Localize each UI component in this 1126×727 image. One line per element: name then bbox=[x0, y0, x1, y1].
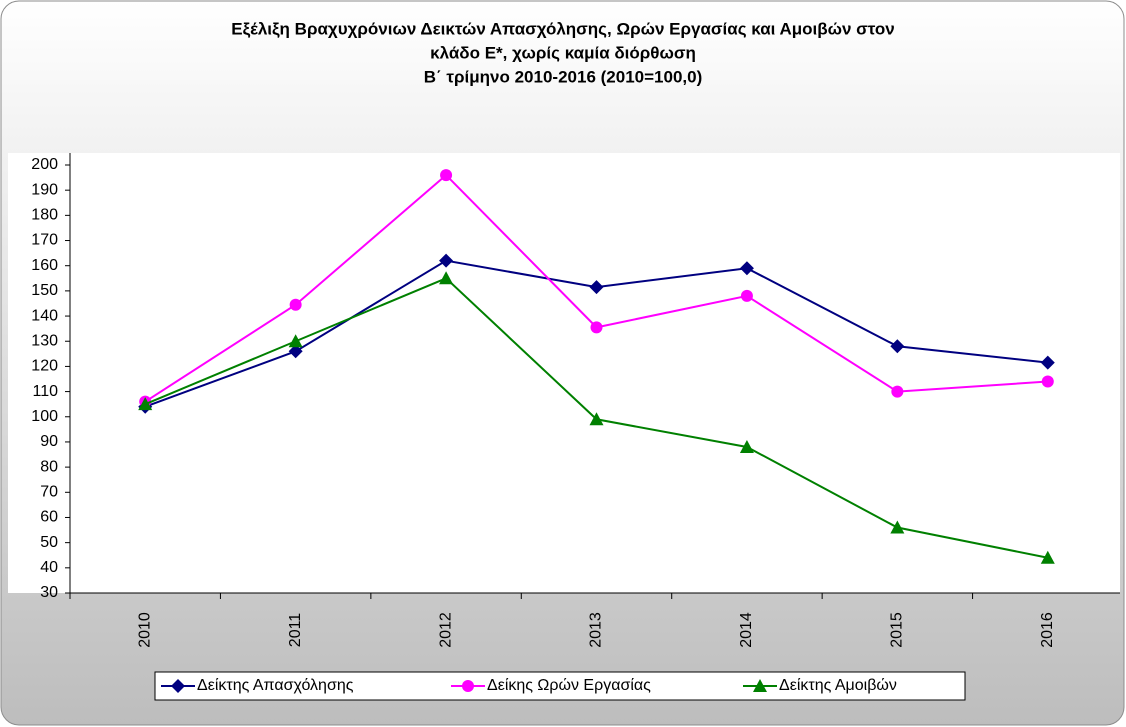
y-tick-label: 120 bbox=[31, 358, 58, 375]
marker bbox=[753, 679, 767, 692]
y-tick-label: 50 bbox=[40, 534, 58, 551]
y-tick-label: 130 bbox=[31, 332, 58, 349]
marker bbox=[589, 280, 604, 295]
marker bbox=[439, 271, 454, 285]
x-tick-label: 2011 bbox=[287, 613, 304, 648]
chart-title: Β΄ τρίμηνο 2010-2016 (2010=100,0) bbox=[424, 67, 702, 86]
y-tick-label: 80 bbox=[40, 458, 58, 475]
chart-title: κλάδο Ε*, χωρίς καμία διόρθωση bbox=[430, 43, 696, 62]
y-tick-label: 90 bbox=[40, 433, 58, 450]
y-tick-label: 180 bbox=[31, 207, 58, 224]
y-tick-label: 150 bbox=[31, 282, 58, 299]
marker bbox=[891, 385, 904, 398]
x-tick-label: 2013 bbox=[588, 612, 605, 648]
marker bbox=[289, 298, 302, 311]
y-tick-label: 70 bbox=[40, 484, 58, 501]
marker bbox=[462, 680, 474, 692]
y-tick-label: 110 bbox=[32, 383, 58, 400]
y-tick-label: 100 bbox=[31, 408, 58, 425]
y-tick-label: 190 bbox=[31, 181, 58, 198]
marker bbox=[1041, 375, 1054, 388]
marker bbox=[171, 679, 185, 693]
legend-label: Δείκτης Απασχόλησης bbox=[197, 677, 354, 694]
marker bbox=[890, 339, 905, 354]
x-tick-label: 2010 bbox=[136, 612, 153, 648]
x-tick-label: 2012 bbox=[437, 612, 454, 648]
y-tick-label: 170 bbox=[31, 232, 58, 249]
y-tick-label: 60 bbox=[40, 509, 58, 526]
marker bbox=[440, 169, 453, 182]
marker bbox=[288, 344, 303, 359]
x-tick-label: 2014 bbox=[738, 612, 755, 648]
x-tick-label: 2016 bbox=[1039, 612, 1056, 648]
y-tick-label: 160 bbox=[31, 257, 58, 274]
legend-label: Δείκτης Αμοιβών bbox=[779, 677, 897, 694]
marker bbox=[739, 439, 754, 453]
marker bbox=[589, 412, 604, 426]
chart-title: Εξέλιξη Βραχυχρόνιων Δεικτών Απασχόλησης… bbox=[231, 19, 895, 38]
marker bbox=[138, 397, 153, 411]
y-tick-label: 200 bbox=[31, 156, 58, 173]
legend-label: Δείκης Ωρών Εργασίας bbox=[487, 677, 651, 694]
marker bbox=[1040, 355, 1055, 370]
legend-box bbox=[154, 671, 966, 701]
x-tick-label: 2015 bbox=[889, 612, 906, 648]
y-tick-label: 140 bbox=[31, 307, 58, 324]
marker bbox=[590, 321, 603, 334]
marker bbox=[288, 334, 303, 348]
y-tick-label: 40 bbox=[40, 559, 58, 576]
marker bbox=[740, 289, 753, 302]
y-tick-label: 30 bbox=[40, 584, 58, 601]
marker bbox=[890, 520, 905, 534]
plot-area bbox=[8, 153, 1120, 593]
marker bbox=[1040, 550, 1055, 564]
marker bbox=[439, 253, 454, 268]
marker bbox=[739, 261, 754, 276]
